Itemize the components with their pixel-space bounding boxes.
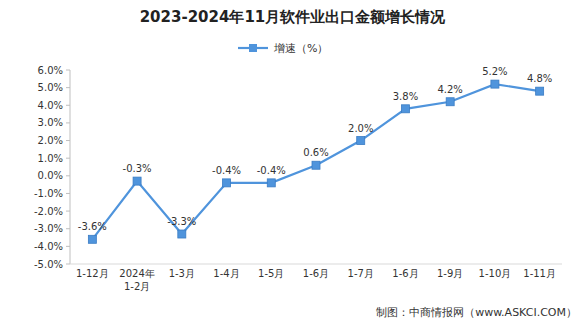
y-tick-label: -3.0% bbox=[34, 223, 63, 234]
x-tick-label-line: 1-6月 bbox=[392, 268, 418, 279]
data-label: -0.4% bbox=[257, 165, 286, 176]
y-axis bbox=[70, 70, 71, 264]
x-tick-label: 1-12月 bbox=[76, 268, 109, 279]
x-tick-label-line: 1-6月 bbox=[303, 268, 329, 279]
x-tick-label: 1-3月 bbox=[169, 268, 195, 279]
chart: 2023-2024年11月软件业出口金额增长情况 -5.0% -4.0% -3.0% -… bbox=[0, 0, 585, 326]
y-tick bbox=[66, 264, 70, 265]
y-tick-label: 6.0% bbox=[38, 65, 63, 76]
marker bbox=[88, 235, 96, 243]
data-label: 5.2% bbox=[482, 66, 507, 77]
y-tick-label: -4.0% bbox=[34, 241, 63, 252]
y-tick-label: 3.0% bbox=[38, 117, 63, 128]
marker bbox=[491, 80, 499, 88]
y-tick-label: 5.0% bbox=[38, 82, 63, 93]
y-tick-label: 4.0% bbox=[38, 100, 63, 111]
x-tick-label: 2024年 1-2月 bbox=[119, 268, 154, 292]
y-tick bbox=[66, 193, 70, 194]
data-label: 0.6% bbox=[303, 147, 328, 158]
marker bbox=[178, 230, 186, 238]
x-tick-label-line: 2024年 bbox=[119, 268, 154, 279]
x-tick-label: 1-7月 bbox=[348, 268, 374, 279]
y-tick bbox=[66, 70, 70, 71]
legend-marker bbox=[249, 44, 257, 52]
marker bbox=[446, 98, 454, 106]
legend-label: 增速（%） bbox=[273, 42, 328, 55]
data-label: -0.4% bbox=[212, 165, 241, 176]
data-label: 3.8% bbox=[393, 91, 418, 102]
plot-area bbox=[88, 80, 543, 243]
line bbox=[92, 84, 539, 239]
x-axis bbox=[70, 264, 562, 265]
x-tick-label-line: 1-4月 bbox=[213, 268, 239, 279]
y-tick bbox=[66, 228, 70, 229]
y-tick bbox=[66, 175, 70, 176]
data-label: -0.3% bbox=[123, 163, 152, 174]
x-tick-label: 1-9月 bbox=[437, 268, 463, 279]
x-tick-label-line: 1-5月 bbox=[258, 268, 284, 279]
title: 2023-2024年11月软件业出口金额增长情况 bbox=[140, 8, 447, 26]
x-tick-label: 1-6月 bbox=[392, 268, 418, 279]
y-tick-label: 2.0% bbox=[38, 135, 63, 146]
marker bbox=[133, 177, 141, 185]
y-tick-label: -5.0% bbox=[34, 259, 63, 270]
marker bbox=[223, 179, 231, 187]
x-tick-label: 1-5月 bbox=[258, 268, 284, 279]
y-tick bbox=[66, 158, 70, 159]
x-tick-label: 1-4月 bbox=[213, 268, 239, 279]
data-label: 4.2% bbox=[437, 84, 462, 95]
y-tick bbox=[66, 105, 70, 106]
x-tick-label-line: 1-7月 bbox=[348, 268, 374, 279]
x-tick-label-line: 1-3月 bbox=[169, 268, 195, 279]
y-tick bbox=[66, 246, 70, 247]
x-tick-label-line: 1-9月 bbox=[437, 268, 463, 279]
marker bbox=[312, 161, 320, 169]
source: 制图：中商情报网（www.ASKCI.COM） bbox=[376, 306, 577, 319]
y-tick-label: -1.0% bbox=[34, 188, 63, 199]
x-tick-label: 1-6月 bbox=[303, 268, 329, 279]
data-label: -3.3% bbox=[167, 216, 196, 227]
y-tick bbox=[66, 211, 70, 212]
x-tick-label-line: 1-10月 bbox=[479, 268, 512, 279]
x-tick-label-line: 1-12月 bbox=[76, 268, 109, 279]
y-tick-label: -2.0% bbox=[34, 206, 63, 217]
marker bbox=[401, 105, 409, 113]
data-label: 2.0% bbox=[348, 123, 373, 134]
x-tick-label: 1-11月 bbox=[523, 268, 556, 279]
data-label: 4.8% bbox=[527, 73, 552, 84]
y-tick-label: 1.0% bbox=[38, 153, 63, 164]
marker bbox=[357, 137, 365, 145]
y-tick bbox=[66, 140, 70, 141]
x-tick-label-line: 1-11月 bbox=[523, 268, 556, 279]
background bbox=[0, 0, 585, 326]
y-tick bbox=[66, 122, 70, 123]
y-tick bbox=[66, 87, 70, 88]
y-tick-label: 0.0% bbox=[38, 170, 63, 181]
marker bbox=[267, 179, 275, 187]
x-tick-label-line: 1-2月 bbox=[124, 281, 150, 292]
x-tick-label: 1-10月 bbox=[479, 268, 512, 279]
marker bbox=[536, 87, 544, 95]
data-label: -3.6% bbox=[78, 221, 107, 232]
